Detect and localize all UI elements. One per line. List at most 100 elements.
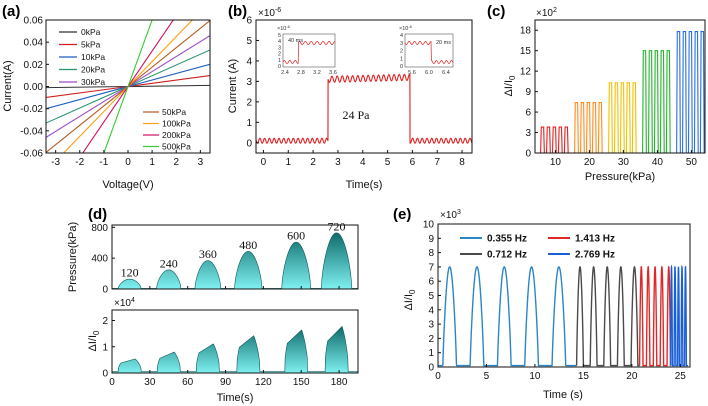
panel-c-plot bbox=[540, 31, 705, 153]
y-tick-label: 2 bbox=[428, 334, 434, 345]
x-tick-label: 90 bbox=[220, 377, 232, 388]
pressure-value-label: 600 bbox=[287, 229, 305, 243]
pressure-area bbox=[112, 232, 358, 289]
y-tick-label: 15 bbox=[520, 46, 532, 57]
y-tick-label: 0 bbox=[525, 149, 531, 160]
panel-c-exponent: ×102 bbox=[536, 7, 557, 19]
panel-d-bottom-ylabel: ΔI/I0 bbox=[87, 330, 101, 352]
panel-d-exponent-power: 4 bbox=[131, 297, 135, 304]
panel-c-xlabel: Pressure(kPa) bbox=[585, 171, 655, 183]
panel-e-ylabel-sub: 0 bbox=[408, 289, 417, 294]
x-tick-label: 20 bbox=[584, 157, 596, 168]
pulse-30kPa bbox=[631, 82, 637, 153]
panel-d-pressure-plot bbox=[112, 232, 358, 289]
trace-0.712-Hz bbox=[575, 265, 640, 367]
trace-2.769-Hz bbox=[669, 264, 689, 367]
pulse-40kPa bbox=[665, 50, 671, 153]
inset-left-label: 40 ms bbox=[288, 38, 303, 44]
y-tick-label: 9 bbox=[525, 87, 531, 98]
panel-b-annotation: 24 Pa bbox=[343, 108, 371, 122]
y-tick-label: -0.04 bbox=[20, 126, 43, 137]
inset-right-label: 20 ms bbox=[436, 40, 451, 46]
x-tick-label: 2 bbox=[310, 157, 316, 168]
pulse-50kPa bbox=[682, 31, 687, 153]
y-tick-label: -0.06 bbox=[20, 149, 43, 160]
x-tick-label: 10 bbox=[550, 157, 562, 168]
x-tick-label: 5 bbox=[385, 157, 391, 168]
line-200kPa bbox=[82, 20, 174, 153]
x-tick-label: 1 bbox=[149, 157, 155, 168]
panel-a-ylabel: Current(A) bbox=[2, 60, 14, 111]
panel-e-label: (e) bbox=[393, 206, 411, 223]
panel-d-bottom-ylabel-main: ΔI/I bbox=[87, 335, 99, 352]
legend-label: 500kPa bbox=[162, 142, 191, 152]
x-tick-label: 3 bbox=[198, 157, 204, 168]
response-area bbox=[112, 325, 358, 373]
x-tick-label: 150 bbox=[293, 377, 310, 388]
legend-label: 0kPa bbox=[81, 27, 101, 37]
y-tick-label: 3 bbox=[525, 128, 531, 139]
inset-x-tick: 3.2 bbox=[313, 70, 321, 76]
y-tick-label: 0.06 bbox=[24, 16, 44, 27]
legend-label: 0.355 Hz bbox=[487, 234, 527, 245]
legend-label: 1.413 Hz bbox=[575, 234, 615, 245]
x-tick-label: 1 bbox=[285, 157, 291, 168]
panel-b-plot bbox=[256, 73, 472, 144]
x-tick-label: 8 bbox=[459, 157, 465, 168]
panel-b-exponent-power: -6 bbox=[275, 7, 281, 14]
x-tick-label: 25 bbox=[675, 371, 687, 382]
y-tick-label: 2 bbox=[102, 316, 108, 327]
y-tick-label: 0.04 bbox=[24, 38, 44, 49]
panel-a-series bbox=[46, 20, 210, 153]
x-tick-label: -1 bbox=[99, 157, 108, 168]
inset-y-tick: 5 bbox=[278, 33, 281, 39]
x-tick-label: 5 bbox=[484, 371, 490, 382]
legend-label: 5kPa bbox=[81, 40, 101, 50]
panel-d-top-ylabel: Pressure(kPa) bbox=[67, 222, 79, 292]
panel-a: (a) -3 -2 -1 0 1 2 3 -0.06 -0.04 -0.02 0.00 0.02 0.0… bbox=[2, 3, 211, 191]
pulse-50kPa bbox=[699, 31, 705, 153]
x-tick-label: 0 bbox=[261, 157, 267, 168]
y-tick-label: 5 bbox=[246, 36, 252, 47]
inset-x-tick: 2.8 bbox=[297, 70, 305, 76]
x-tick-label: 0 bbox=[109, 377, 115, 388]
inset-right-trace bbox=[404, 40, 454, 64]
pulse-20kPa bbox=[591, 101, 597, 153]
pulse-30kPa bbox=[619, 82, 625, 153]
y-tick-label: 5 bbox=[428, 291, 434, 302]
panel-c-ylabel-main: ΔI/I bbox=[503, 80, 515, 97]
panel-d-exponent: ×104 bbox=[114, 297, 135, 309]
y-tick-label: 1 bbox=[428, 348, 434, 359]
pulse-10kPa bbox=[540, 126, 545, 153]
x-tick-label: 7 bbox=[434, 157, 440, 168]
legend-label: 10kPa bbox=[81, 52, 105, 62]
y-tick-label: 1 bbox=[102, 342, 108, 353]
pulse-30kPa bbox=[625, 82, 631, 153]
pulse-30kPa bbox=[608, 82, 613, 153]
y-tick-label: 3 bbox=[246, 77, 252, 88]
x-tick-label: 2 bbox=[173, 157, 179, 168]
panel-c-label: (c) bbox=[487, 3, 505, 20]
legend-label: 0.712 Hz bbox=[487, 250, 527, 261]
x-tick-label: 180 bbox=[331, 377, 348, 388]
legend-label: 30kPa bbox=[81, 77, 105, 87]
x-tick-label: 120 bbox=[255, 377, 272, 388]
legend-label: 2.769 Hz bbox=[575, 250, 615, 261]
trace-0.355-Hz bbox=[442, 266, 577, 367]
inset-right-exponent-power: -6 bbox=[408, 24, 412, 29]
trace-1.413-Hz bbox=[638, 265, 672, 367]
inset-right-frame bbox=[404, 33, 454, 68]
inset-x-tick: 6.0 bbox=[425, 70, 433, 76]
y-tick-label: 9 bbox=[428, 234, 434, 245]
panel-e-exponent-power: 3 bbox=[457, 209, 461, 216]
x-tick-label: 0 bbox=[125, 157, 131, 168]
panel-b-inset-right: 20 ms ×10-6 5.6 6.0 6.4 0 12 3 4 bbox=[399, 24, 454, 76]
pulse-20kPa bbox=[585, 101, 591, 153]
y-tick-label: 1 bbox=[246, 118, 252, 129]
x-tick-label: 60 bbox=[182, 377, 194, 388]
